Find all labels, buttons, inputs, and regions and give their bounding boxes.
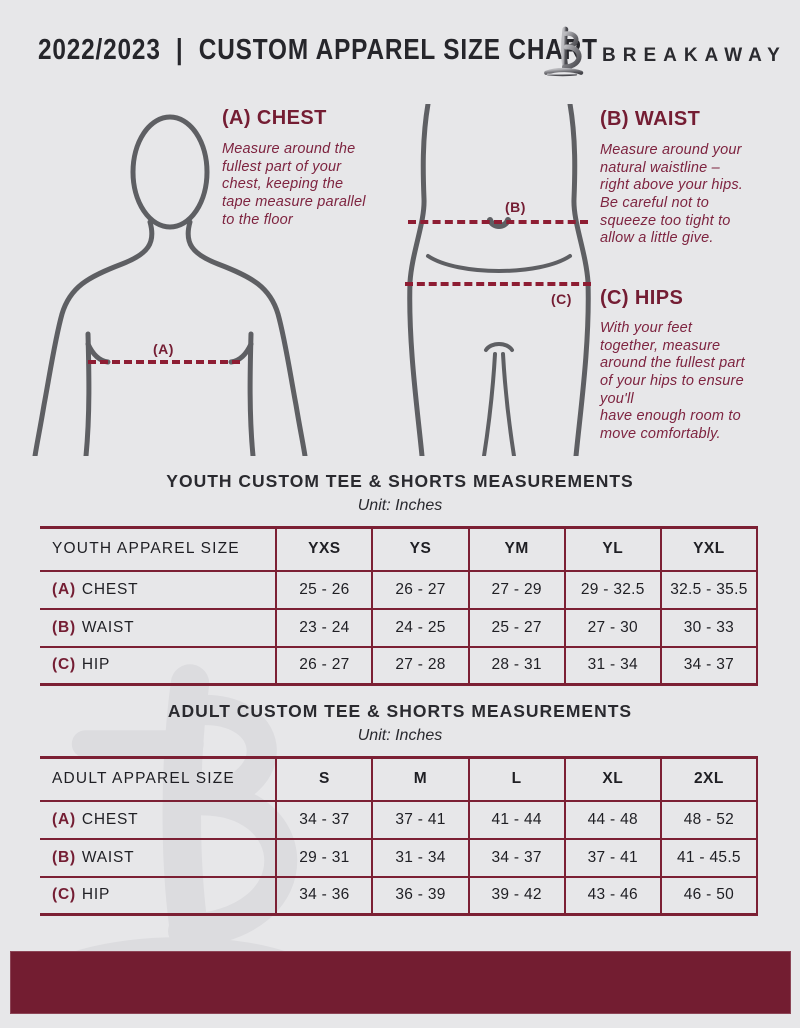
column-header: XL xyxy=(563,757,661,801)
row-marker: (A) xyxy=(52,580,76,598)
adult-unit-label: Unit: Inches xyxy=(357,727,443,744)
column-header: 2XL xyxy=(659,757,759,801)
column-header: S xyxy=(275,757,373,801)
size-range-cell: 29 - 31 xyxy=(275,838,373,877)
size-range-cell: 30 - 33 xyxy=(659,608,759,647)
brand-name: BREAKAWAY xyxy=(602,45,787,66)
size-range-cell: 34 - 37 xyxy=(275,800,373,839)
column-header: L xyxy=(467,757,565,801)
waist-guide-text: Measure around your natural waistline – … xyxy=(600,142,744,247)
row-label: (A) CHEST xyxy=(40,571,276,609)
youth-unit-label: Unit: Inches xyxy=(357,497,443,514)
size-range-cell: 34 - 37 xyxy=(659,646,759,685)
hips-guide-heading: (C) HIPS xyxy=(600,287,684,309)
table-header-row: YOUTH APPAREL SIZE YXS YS YM YL YXL xyxy=(40,527,759,571)
table-row: (B) WAIST 23 - 24 24 - 25 25 - 27 27 - 30… xyxy=(40,608,759,647)
size-range-cell: 23 - 24 xyxy=(275,608,373,647)
column-header: YXL xyxy=(659,527,759,571)
adult-section-title: ADULT CUSTOM TEE & SHORTS MEASUREMENTS xyxy=(167,701,633,721)
column-header: ADULT APPAREL SIZE xyxy=(52,770,235,788)
size-range-cell: 31 - 34 xyxy=(371,838,469,877)
row-label: (A) CHEST xyxy=(40,801,276,839)
row-label-text: HIP xyxy=(81,656,111,674)
column-header: YOUTH APPAREL SIZE xyxy=(52,540,240,558)
breakaway-b-monogram-icon xyxy=(544,26,584,77)
row-label-text: WAIST xyxy=(81,848,135,866)
column-header: YS xyxy=(371,527,469,571)
row-marker: (C) xyxy=(52,886,76,904)
waist-marker-label: (B) xyxy=(505,199,526,215)
column-header: YM xyxy=(467,527,565,571)
size-range-cell: 27 - 28 xyxy=(371,646,469,685)
row-label-text: CHEST xyxy=(81,810,139,828)
table-row: (C) HIP 26 - 27 27 - 28 28 - 31 31 - 34 3… xyxy=(40,646,759,685)
hips-guide-text: With your feet together, measure around … xyxy=(600,320,745,443)
size-range-cell: 24 - 25 xyxy=(371,608,469,647)
size-range-cell: 31 - 34 xyxy=(563,646,661,685)
row-label: (B) WAIST xyxy=(40,839,276,877)
size-range-cell: 36 - 39 xyxy=(371,876,469,915)
row-marker: (C) xyxy=(52,656,76,674)
size-range-cell: 27 - 29 xyxy=(467,570,565,609)
column-header: YL xyxy=(563,527,661,571)
youth-section-title: YOUTH CUSTOM TEE & SHORTS MEASUREMENTS xyxy=(166,471,634,491)
hips-measure-line xyxy=(405,282,591,286)
row-label-text: WAIST xyxy=(81,618,135,636)
size-range-cell: 48 - 52 xyxy=(659,800,759,839)
size-range-cell: 44 - 48 xyxy=(563,800,661,839)
chest-guide-text: Measure around the fullest part of your … xyxy=(222,141,366,228)
table-row: (B) WAIST 29 - 31 31 - 34 34 - 37 37 - 41… xyxy=(40,838,759,877)
chest-guide-heading: (A) CHEST xyxy=(222,107,327,129)
table-row: (A) CHEST 34 - 37 37 - 41 41 - 44 44 - 48… xyxy=(40,800,759,839)
row-marker: (A) xyxy=(52,810,76,828)
row-label: (B) WAIST xyxy=(40,609,276,647)
row-label-text: CHEST xyxy=(81,580,139,598)
adult-size-table: ADULT APPAREL SIZE S M L XL 2XL (A) CHEST… xyxy=(40,756,759,916)
row-marker: (B) xyxy=(52,618,76,636)
size-range-cell: 29 - 32.5 xyxy=(563,570,661,609)
lower-body-figure-illustration xyxy=(407,104,591,456)
size-range-cell: 41 - 44 xyxy=(467,800,565,839)
size-range-cell: 37 - 41 xyxy=(563,838,661,877)
size-range-cell: 28 - 31 xyxy=(467,646,565,685)
row-label: (C) HIP xyxy=(40,647,276,685)
table-row: (A) CHEST 25 - 26 26 - 27 27 - 29 29 - 32… xyxy=(40,570,759,609)
size-range-cell: 26 - 27 xyxy=(275,646,373,685)
row-marker: (B) xyxy=(52,848,76,866)
youth-size-table: YOUTH APPAREL SIZE YXS YS YM YL YXL (A) C… xyxy=(40,526,759,686)
size-range-cell: 39 - 42 xyxy=(467,876,565,915)
row-label-text: HIP xyxy=(81,886,111,904)
footer-bar xyxy=(10,951,791,1014)
size-range-cell: 41 - 45.5 xyxy=(659,838,759,877)
chest-marker-label: (A) xyxy=(153,341,174,357)
size-range-cell: 43 - 46 xyxy=(563,876,661,915)
row-label: (C) HIP xyxy=(40,877,276,915)
size-range-cell: 46 - 50 xyxy=(659,876,759,915)
size-range-cell: 34 - 36 xyxy=(275,876,373,915)
page-title: 2022/2023 | CUSTOM APPAREL SIZE CHART xyxy=(38,34,598,66)
size-range-cell: 25 - 26 xyxy=(275,570,373,609)
waist-measure-line xyxy=(408,220,588,224)
column-header: YXS xyxy=(275,527,373,571)
chest-measure-line xyxy=(88,360,240,364)
size-range-cell: 25 - 27 xyxy=(467,608,565,647)
column-header: M xyxy=(371,757,469,801)
table-header-row: ADULT APPAREL SIZE S M L XL 2XL xyxy=(40,757,759,801)
size-range-cell: 37 - 41 xyxy=(371,800,469,839)
size-range-cell: 32.5 - 35.5 xyxy=(659,570,759,609)
table-row: (C) HIP 34 - 36 36 - 39 39 - 42 43 - 46 4… xyxy=(40,876,759,915)
size-range-cell: 26 - 27 xyxy=(371,570,469,609)
hips-marker-label: (C) xyxy=(551,291,572,307)
size-range-cell: 27 - 30 xyxy=(563,608,661,647)
waist-guide-heading: (B) WAIST xyxy=(600,108,701,130)
size-range-cell: 34 - 37 xyxy=(467,838,565,877)
